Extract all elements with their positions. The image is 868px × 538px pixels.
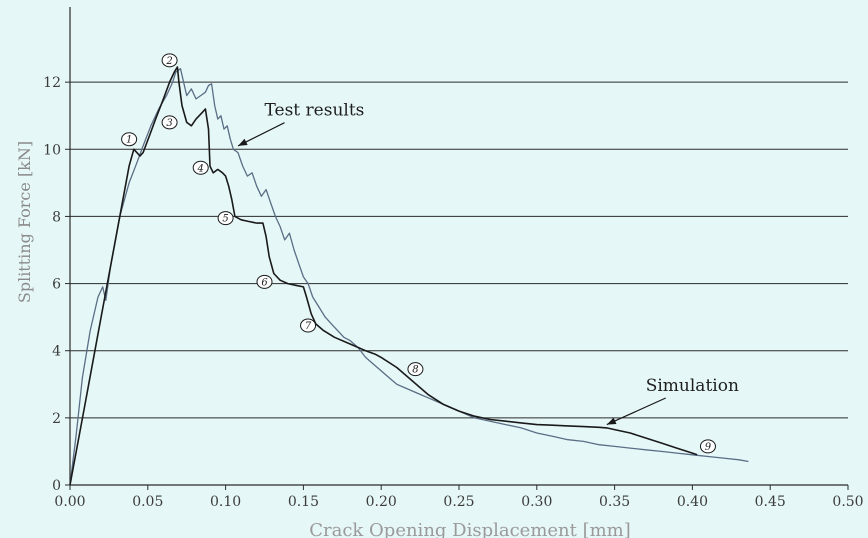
marker-7: 7 — [300, 318, 317, 333]
marker-circle — [217, 211, 234, 226]
marker-label: 3 — [166, 118, 172, 129]
x-tick-label: 0.25 — [443, 494, 474, 510]
series-line-simulation — [69, 66, 698, 486]
y-tick-label: 4 — [52, 344, 61, 360]
y-tick-label: 10 — [43, 142, 61, 158]
marker-5: 5 — [217, 211, 234, 226]
marker-label: 1 — [126, 135, 132, 146]
x-tick-label: 0.35 — [599, 494, 630, 510]
marker-label: 6 — [261, 277, 268, 288]
x-tick-label: 0.15 — [288, 494, 319, 510]
y-tick-label: 2 — [52, 411, 61, 427]
marker-9: 9 — [699, 439, 716, 454]
annotation-text: Simulation — [646, 376, 739, 396]
x-axis-label: Crack Opening Displacement [mm] — [309, 520, 631, 538]
x-tick-label: 0.20 — [366, 494, 397, 510]
marker-6: 6 — [256, 274, 273, 289]
marker-8: 8 — [407, 362, 424, 377]
x-tick-label: 0.05 — [132, 494, 163, 510]
marker-circle — [407, 362, 424, 377]
marker-circle — [300, 318, 317, 333]
y-tick-label: 0 — [52, 478, 61, 494]
marker-3: 3 — [161, 115, 178, 130]
marker-label: 5 — [222, 214, 228, 225]
arrowhead — [606, 417, 617, 425]
y-tick-label: 12 — [43, 75, 61, 91]
x-tick-label: 0.45 — [755, 494, 786, 510]
marker-label: 9 — [705, 442, 712, 453]
grid — [70, 81, 848, 419]
x-tick-label: 0.40 — [677, 494, 708, 510]
annotations-group: Test results Simulation — [237, 101, 739, 426]
annotation-arrow — [606, 397, 666, 426]
marker-4: 4 — [192, 160, 209, 175]
arrowhead — [238, 138, 248, 146]
x-tick-label: 0.50 — [832, 494, 863, 510]
marker-circle — [699, 439, 716, 454]
marker-label: 8 — [412, 365, 418, 376]
marker-1: 1 — [121, 132, 138, 147]
marker-circle — [161, 53, 178, 68]
marker-circle — [121, 132, 138, 147]
y-tick-label: 8 — [52, 209, 61, 225]
markers-group: 1 2 3 4 5 6 7 8 9 — [121, 53, 716, 454]
y-tick-label: 6 — [52, 277, 61, 293]
x-tick-label: 0.00 — [54, 494, 85, 510]
annotation-simulation: Simulation — [606, 376, 739, 426]
y-axis-label: Splitting Force [kN] — [15, 141, 34, 303]
marker-circle — [256, 274, 273, 289]
series-line-test-results — [69, 68, 749, 486]
annotation-text: Test results — [265, 101, 365, 121]
series-group — [69, 66, 749, 486]
x-tick-label: 0.10 — [210, 494, 241, 510]
marker-label: 4 — [197, 163, 204, 174]
marker-circle — [161, 115, 178, 130]
x-tick-label: 0.30 — [521, 494, 552, 510]
marker-label: 2 — [165, 56, 172, 67]
marker-label: 7 — [305, 321, 312, 332]
tick-labels: 0.00 0.05 0.10 0.15 0.20 0.25 0.30 0.35 0.40 0.45… — [43, 75, 863, 510]
marker-2: 2 — [161, 53, 178, 68]
marker-circle — [192, 160, 209, 175]
annotation-test-results: Test results — [237, 101, 365, 147]
